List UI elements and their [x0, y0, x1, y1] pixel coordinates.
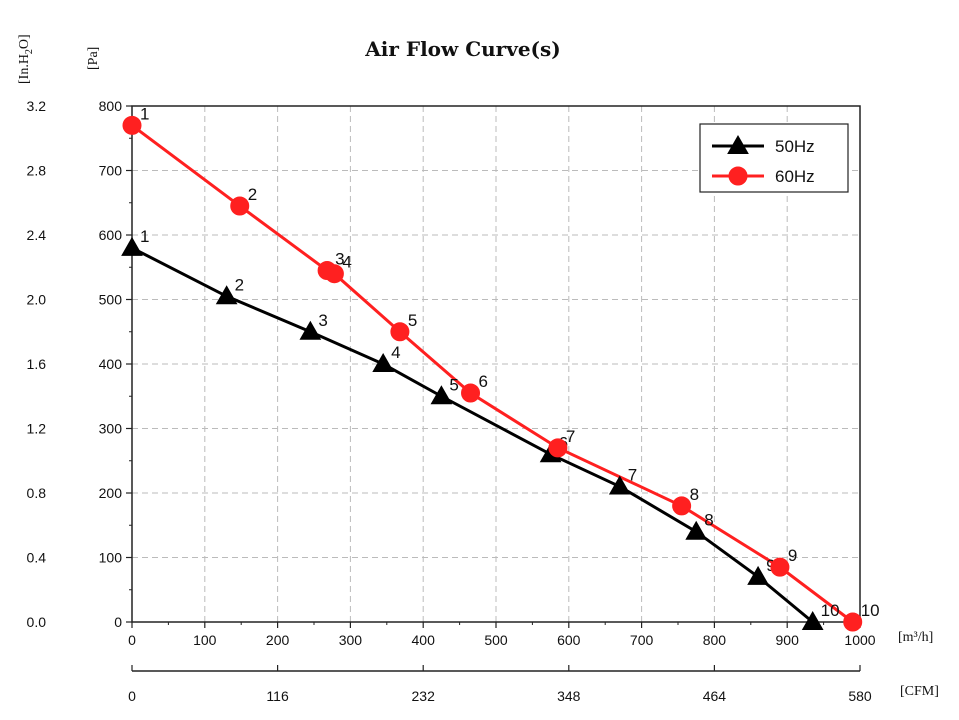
legend-label-60hz: 60Hz — [775, 167, 815, 186]
point-label-50hz: 1 — [140, 227, 149, 246]
pa-tick-label: 100 — [99, 550, 123, 566]
x-tick-label: 800 — [703, 632, 727, 648]
cfm-tick-label: 580 — [848, 688, 872, 704]
pa-tick-label: 400 — [99, 356, 123, 372]
pa-tick-label: 200 — [99, 485, 123, 501]
point-label-50hz: 8 — [704, 511, 713, 530]
inh2o-unit-subscript: 2 — [24, 49, 35, 54]
pa-tick-label: 600 — [99, 227, 123, 243]
pa-tick-label: 800 — [99, 98, 123, 114]
point-label-50hz: 3 — [318, 311, 327, 330]
inh2o-tick-label: 1.6 — [27, 356, 47, 372]
point-label-60hz: 9 — [788, 546, 797, 565]
point-60hz — [672, 496, 692, 516]
point-label-50hz: 7 — [628, 466, 637, 485]
point-label-60hz: 7 — [566, 427, 575, 446]
point-50hz — [299, 320, 322, 340]
x-tick-label: 500 — [484, 632, 508, 648]
x-tick-label: 600 — [557, 632, 581, 648]
point-60hz — [122, 115, 142, 135]
point-50hz — [608, 475, 631, 495]
point-50hz — [430, 385, 453, 405]
x-tick-label: 300 — [339, 632, 363, 648]
point-label-50hz: 5 — [449, 375, 458, 394]
svg-text:[In.H2O]: [In.H2O] — [17, 34, 35, 84]
pa-tick-label: 300 — [99, 421, 123, 437]
chart-title: Air Flow Curve(s) — [364, 37, 560, 61]
point-60hz — [770, 557, 790, 577]
point-60hz — [230, 196, 250, 216]
cfm-tick-label: 116 — [266, 688, 289, 704]
point-label-50hz: 4 — [391, 343, 400, 362]
point-50hz — [685, 520, 708, 540]
x-axis-unit: [m³/h] — [898, 630, 933, 645]
point-label-50hz: 2 — [235, 275, 244, 294]
legend-marker-50hz — [727, 134, 749, 154]
x-tick-label: 1000 — [844, 632, 875, 648]
point-label-60hz: 4 — [342, 253, 351, 272]
inh2o-tick-label: 0.8 — [27, 485, 47, 501]
legend-label-50hz: 50Hz — [775, 137, 815, 156]
inh2o-tick-label: 1.2 — [27, 421, 47, 437]
pa-tick-label: 0 — [114, 614, 122, 630]
point-50hz — [801, 610, 824, 630]
inh2o-tick-label: 2.0 — [27, 292, 47, 308]
series-line-60hz — [131, 124, 854, 624]
cfm-tick-label: 0 — [128, 688, 136, 704]
cfm-tick-label: 232 — [412, 688, 436, 704]
series-group: 1234567891012345678910 — [121, 104, 880, 632]
x-tick-label: 900 — [776, 632, 800, 648]
pa-axis-unit-group: [Pa] — [86, 47, 101, 70]
x-tick-label: 400 — [412, 632, 436, 648]
point-label-60hz: 5 — [408, 311, 417, 330]
point-60hz — [548, 438, 568, 458]
cfm-tick-label: 348 — [557, 688, 581, 704]
x-tick-label: 200 — [266, 632, 290, 648]
legend-box — [699, 123, 849, 193]
point-50hz — [215, 285, 238, 305]
point-label-50hz: 10 — [821, 601, 840, 620]
inh2o-axis-unit: [In.H2O] — [17, 34, 35, 84]
x-tick-label: 100 — [193, 632, 217, 648]
cfm-tick-label: 464 — [703, 688, 727, 704]
point-60hz — [461, 383, 481, 403]
legend-marker-60hz — [728, 166, 748, 186]
point-label-60hz: 6 — [479, 372, 488, 391]
point-60hz — [843, 612, 863, 632]
inh2o-tick-label: 0.4 — [27, 550, 47, 566]
point-label-60hz: 10 — [861, 601, 880, 620]
x-tick-label: 700 — [630, 632, 654, 648]
point-label-60hz: 2 — [248, 185, 257, 204]
point-label-60hz: 3 — [335, 249, 344, 268]
point-60hz — [390, 322, 410, 342]
point-50hz — [372, 352, 395, 372]
pa-tick-label: 700 — [99, 163, 123, 179]
pa-axis-unit: [Pa] — [86, 47, 101, 70]
inh2o-unit-prefix: [In.H — [17, 54, 32, 84]
inh2o-tick-label: 3.2 — [27, 98, 47, 114]
point-60hz — [324, 264, 344, 284]
point-label-60hz: 8 — [690, 485, 699, 504]
inh2o-tick-label: 2.8 — [27, 163, 47, 179]
inh2o-unit-suffix: O] — [17, 34, 32, 49]
pa-tick-label: 500 — [99, 292, 123, 308]
cfm-axis-unit: [CFM] — [900, 684, 939, 699]
inh2o-tick-label: 0.0 — [27, 614, 47, 630]
series-line-50hz — [131, 246, 814, 624]
legend: 50Hz 60Hz — [699, 123, 849, 193]
x-tick-label: 0 — [128, 632, 136, 648]
point-label-60hz: 1 — [140, 104, 149, 123]
point-50hz — [121, 236, 143, 256]
point-50hz — [747, 565, 769, 585]
inh2o-tick-label: 2.4 — [27, 227, 47, 243]
axis-ticks: 0 100 200 300 400 500 600 700 800 900 100000.01000… — [27, 98, 876, 704]
